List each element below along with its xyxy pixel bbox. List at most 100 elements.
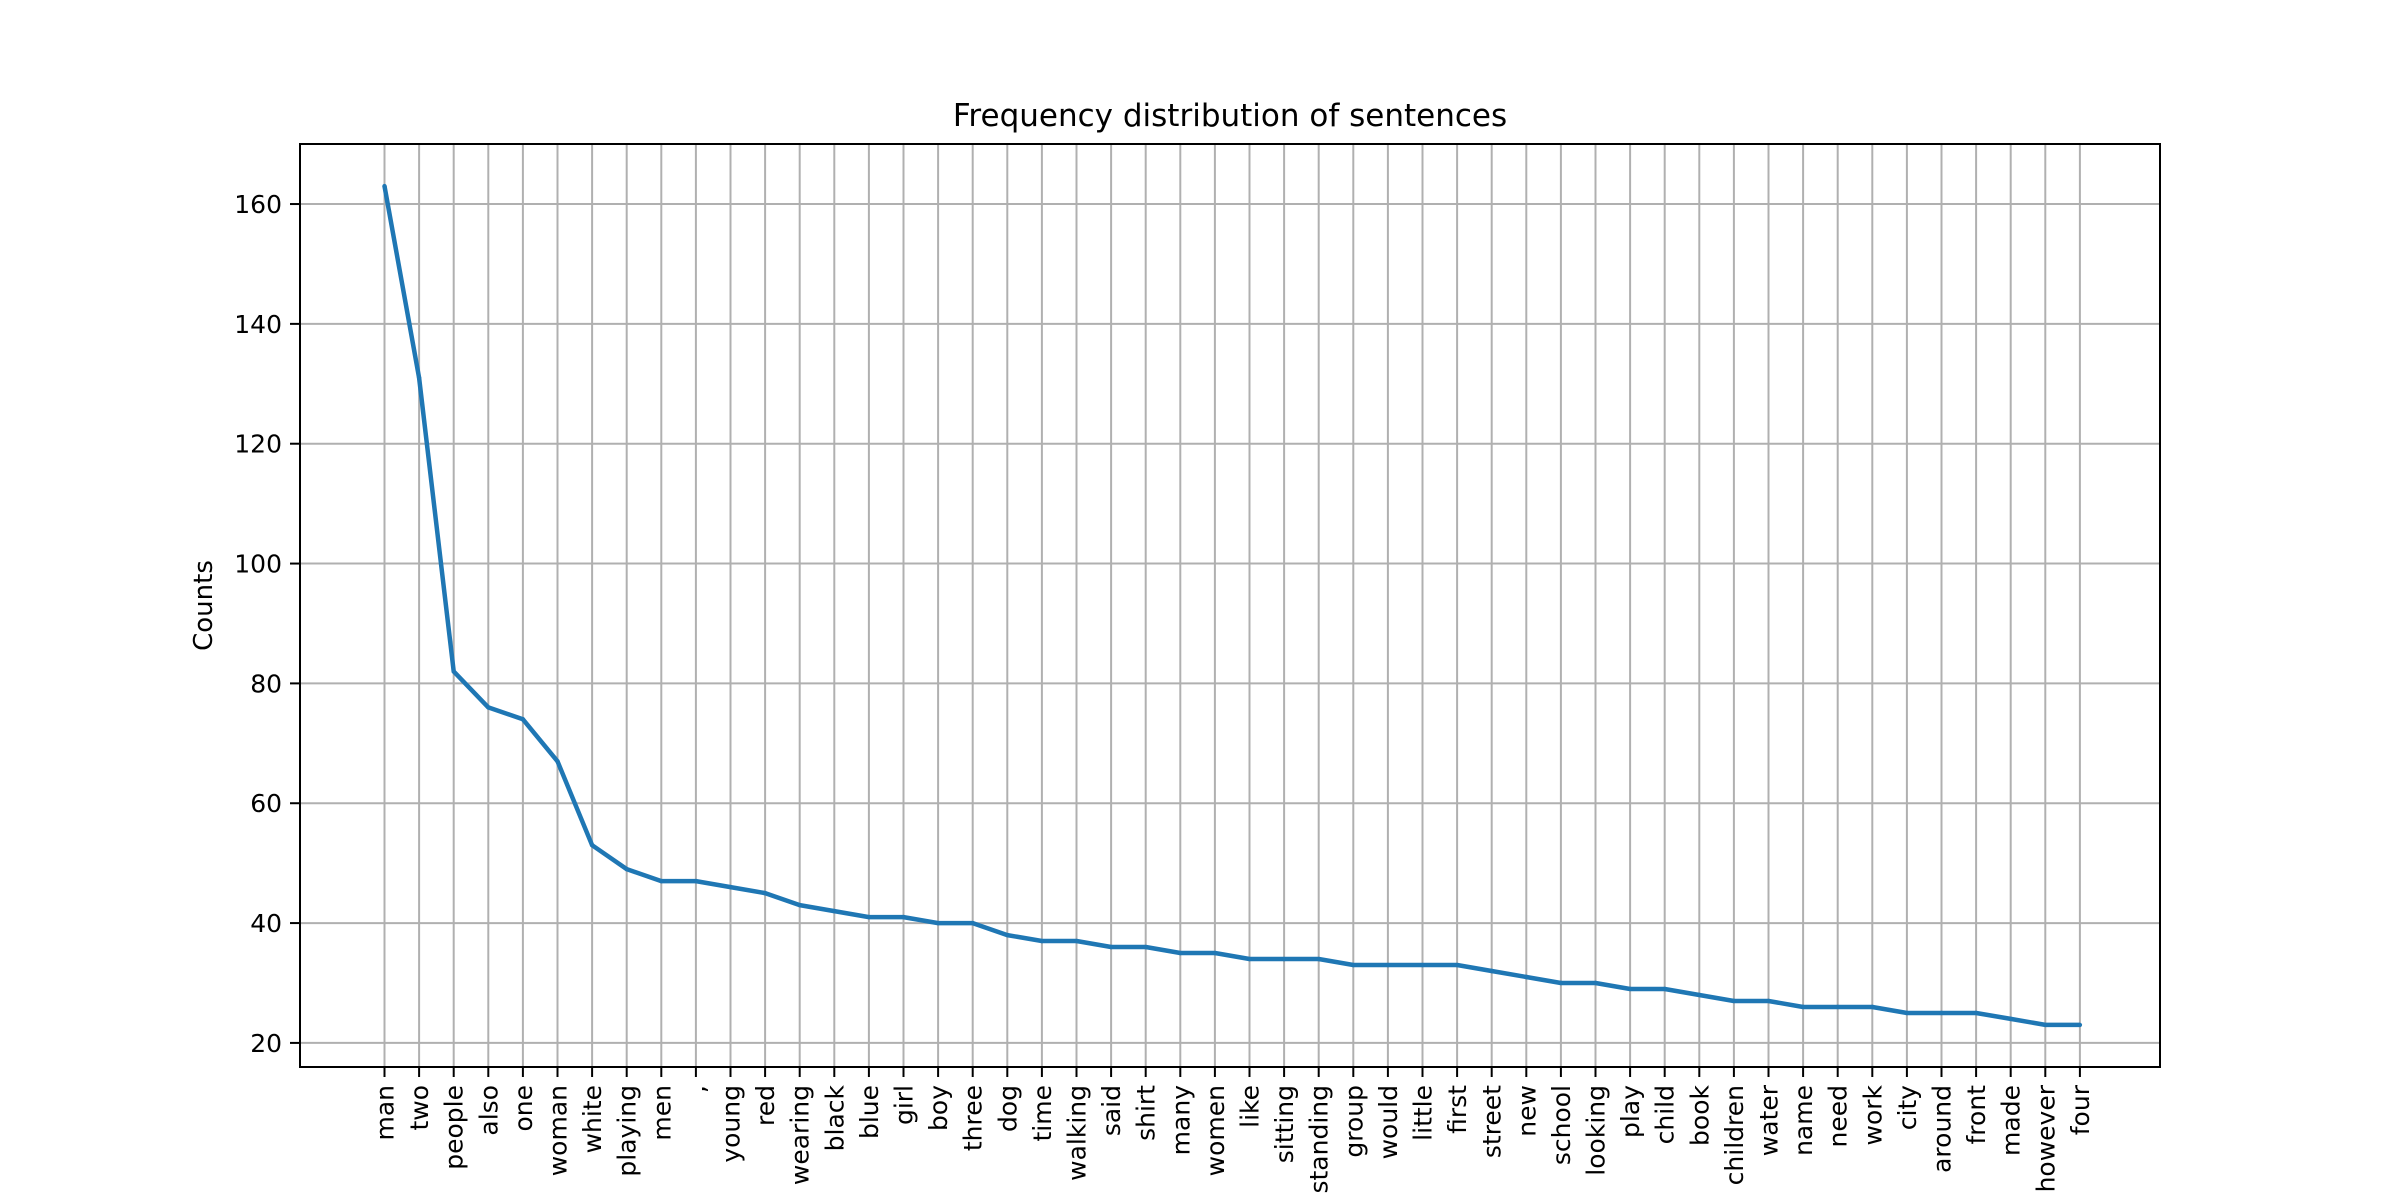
data-point xyxy=(2043,1022,2048,1028)
x-tick-label: like xyxy=(1236,1085,1265,1128)
x-tick-label: looking xyxy=(1582,1085,1611,1176)
data-point xyxy=(1005,932,1010,938)
x-tick-label: need xyxy=(1824,1085,1853,1147)
data-point xyxy=(1143,944,1148,950)
x-tick-label: said xyxy=(1097,1085,1126,1136)
x-tick-label: one xyxy=(509,1085,538,1132)
data-point xyxy=(1212,950,1218,956)
x-tick-label: woman xyxy=(544,1085,573,1176)
x-tick-label: child xyxy=(1651,1085,1680,1144)
x-tick-label: young xyxy=(717,1085,746,1163)
x-tick-label: black xyxy=(820,1084,849,1151)
data-point xyxy=(1731,998,1737,1004)
x-tick-label: people xyxy=(440,1085,469,1170)
x-tick-label: children xyxy=(1720,1085,1749,1185)
x-tick-label: made xyxy=(1997,1085,2026,1156)
chart-title: Frequency distribution of sentences xyxy=(953,98,1507,134)
x-tick-label: shirt xyxy=(1132,1085,1161,1141)
data-point xyxy=(832,908,837,914)
data-point xyxy=(1627,986,1633,992)
grid xyxy=(300,144,2160,1067)
x-tick-label: name xyxy=(1789,1085,1818,1156)
data-point xyxy=(659,878,664,884)
data-point xyxy=(486,705,491,710)
data-point xyxy=(1454,962,1460,968)
x-tick-label: work xyxy=(1858,1084,1887,1145)
x-tick-label: wearing xyxy=(786,1085,815,1185)
y-tick-label: 40 xyxy=(250,909,282,938)
x-tick-label: new xyxy=(1512,1085,1541,1137)
x-tick-label: walking xyxy=(1063,1085,1092,1181)
data-point xyxy=(1524,974,1529,980)
x-tick-label: little xyxy=(1409,1085,1438,1141)
data-point xyxy=(1489,968,1494,974)
data-point xyxy=(1178,950,1183,956)
data-point xyxy=(1039,938,1045,944)
plot-area xyxy=(382,183,2083,1028)
data-point xyxy=(1316,956,1321,962)
data-point xyxy=(1973,1010,1979,1016)
x-tick-label: first xyxy=(1443,1085,1472,1134)
data-point xyxy=(1870,1004,1875,1010)
data-point xyxy=(1593,980,1598,986)
data-point xyxy=(1558,980,1564,986)
data-point xyxy=(1108,944,1114,950)
data-point xyxy=(866,914,872,920)
x-tick-label: time xyxy=(1028,1085,1057,1141)
x-tick-label: street xyxy=(1478,1085,1507,1158)
y-axis-title: Counts xyxy=(189,560,219,651)
data-point xyxy=(416,375,422,381)
data-point xyxy=(1351,962,1356,968)
x-tick-label: also xyxy=(474,1085,503,1136)
x-axis: man two people also one woman white playing men,… xyxy=(371,1067,2095,1194)
x-tick-label: book xyxy=(1685,1084,1714,1145)
y-tick-label: 120 xyxy=(234,430,282,459)
data-point xyxy=(2077,1022,2083,1028)
data-point xyxy=(728,884,733,890)
data-point xyxy=(1385,962,1391,968)
data-point xyxy=(693,878,699,884)
data-point xyxy=(1904,1010,1910,1016)
y-tick-label: 100 xyxy=(234,550,282,579)
data-point xyxy=(451,669,456,674)
data-point xyxy=(382,183,387,189)
x-tick-label: man xyxy=(371,1085,400,1141)
x-tick-label: around xyxy=(1928,1085,1957,1173)
x-tick-label: school xyxy=(1547,1085,1576,1165)
x-tick-label: dog xyxy=(993,1085,1022,1132)
series-line xyxy=(382,185,2080,1028)
data-point xyxy=(2008,1016,2013,1022)
x-tick-label: front xyxy=(1962,1085,1991,1145)
data-point xyxy=(1766,998,1771,1004)
data-point xyxy=(970,920,975,926)
data-point xyxy=(1074,938,1079,944)
x-tick-label: however xyxy=(2031,1084,2060,1192)
x-tick-label: three xyxy=(959,1085,988,1151)
data-point xyxy=(589,842,595,848)
data-point xyxy=(1420,962,1425,968)
data-point xyxy=(1697,992,1702,998)
x-tick-label: boy xyxy=(924,1085,953,1131)
x-tick-label: white xyxy=(578,1085,607,1153)
x-tick-label: city xyxy=(1893,1085,1922,1130)
y-tick-label: 20 xyxy=(250,1029,282,1058)
x-tick-label: red xyxy=(751,1085,780,1126)
y-tick-label: 60 xyxy=(250,789,282,818)
x-tick-label: two xyxy=(405,1085,434,1131)
data-point xyxy=(901,914,906,920)
data-point xyxy=(1800,1004,1806,1010)
y-axis: 20 40 60 80 100 120 140 160 xyxy=(234,190,300,1058)
x-tick-label: standing xyxy=(1305,1085,1334,1194)
data-point xyxy=(1835,1004,1840,1010)
x-tick-label: blue xyxy=(855,1085,884,1139)
data-point xyxy=(1662,986,1667,992)
x-tick-label: , xyxy=(682,1085,711,1093)
x-tick-label: water xyxy=(1755,1084,1784,1156)
x-tick-label: sitting xyxy=(1270,1085,1299,1163)
x-tick-label: group xyxy=(1339,1085,1368,1158)
x-tick-label: girl xyxy=(890,1085,919,1125)
data-point xyxy=(1281,956,1287,962)
x-tick-label: playing xyxy=(613,1085,642,1177)
